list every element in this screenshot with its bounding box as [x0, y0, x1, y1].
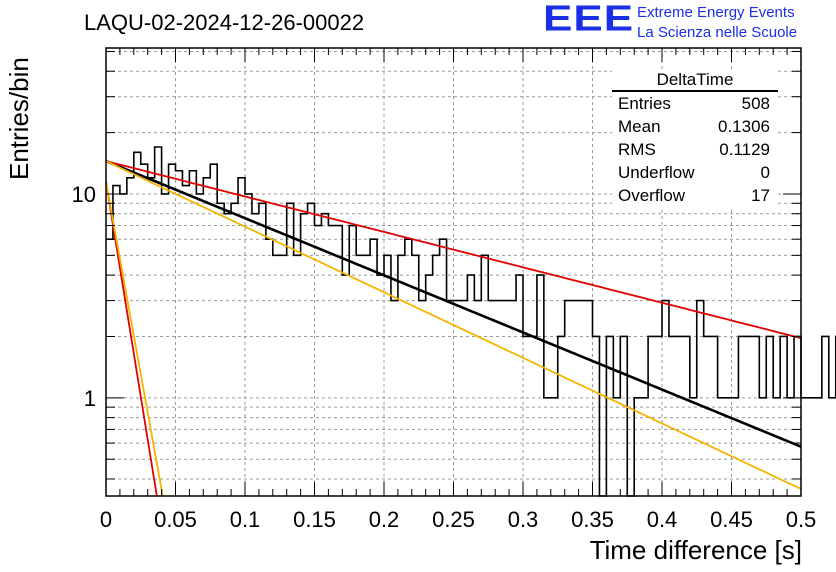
tick-labels: 0 0.05 0.1 0.15 0.2 0.25 0.3 0.35 0.4 0.45 0.5 1 10	[72, 182, 817, 532]
x-tick-label: 0.05	[154, 507, 197, 532]
stats-label: Entries	[618, 94, 671, 113]
y-tick-label: 1	[84, 386, 96, 411]
stats-row-underflow: Underflow 0	[612, 161, 778, 184]
stats-row-entries: Entries 508	[612, 92, 778, 115]
eee-logo-icon: EEE	[543, 0, 635, 39]
stats-row-mean: Mean 0.1306	[612, 115, 778, 138]
stats-label: Underflow	[618, 163, 695, 182]
x-tick-label: 0.5	[786, 507, 817, 532]
axis-ticks	[105, 48, 802, 496]
histogram-outline	[106, 146, 836, 497]
stats-label: Mean	[618, 117, 661, 136]
x-tick-label: 0.3	[508, 507, 539, 532]
stats-title: DeltaTime	[612, 70, 778, 92]
x-tick-label: 0.25	[432, 507, 475, 532]
y-axis-title: Entries/bin	[4, 57, 34, 180]
x-tick-label: 0.35	[571, 507, 614, 532]
stats-value: 17	[751, 186, 770, 205]
fit-curve	[105, 181, 158, 497]
fit-curve	[105, 181, 164, 497]
x-tick-label: 0.15	[293, 507, 336, 532]
x-tick-label: 0.45	[710, 507, 753, 532]
stats-box: DeltaTime Entries 508 Mean 0.1306 RMS 0.…	[612, 70, 778, 207]
x-tick-label: 0.4	[647, 507, 678, 532]
stats-value: 0.1129	[719, 140, 770, 159]
stats-row-rms: RMS 0.1129	[612, 138, 778, 161]
y-tick-label: 10	[72, 182, 96, 207]
x-axis-title: Time difference [s]	[589, 535, 802, 565]
x-tick-label: 0	[100, 507, 112, 532]
stats-row-overflow: Overflow 17	[612, 184, 778, 207]
fit-curve	[105, 160, 802, 340]
stats-value: 508	[741, 94, 770, 113]
run-title: LAQU-02-2024-12-26-00022	[84, 10, 365, 35]
x-tick-label: 0.1	[230, 507, 261, 532]
fit-curve	[105, 160, 802, 490]
fit-curves	[105, 159, 802, 497]
x-tick-label: 0.2	[369, 507, 400, 532]
logo-line-1: Extreme Energy Events	[637, 4, 795, 21]
stats-label: RMS	[618, 140, 656, 159]
stats-value: 0.1306	[718, 117, 770, 136]
fit-curve	[105, 159, 802, 448]
stats-label: Overflow	[618, 186, 686, 205]
stats-value: 0	[760, 163, 770, 182]
logo-line-2: La Scienza nelle Scuole	[637, 24, 798, 41]
histogram	[106, 146, 836, 497]
